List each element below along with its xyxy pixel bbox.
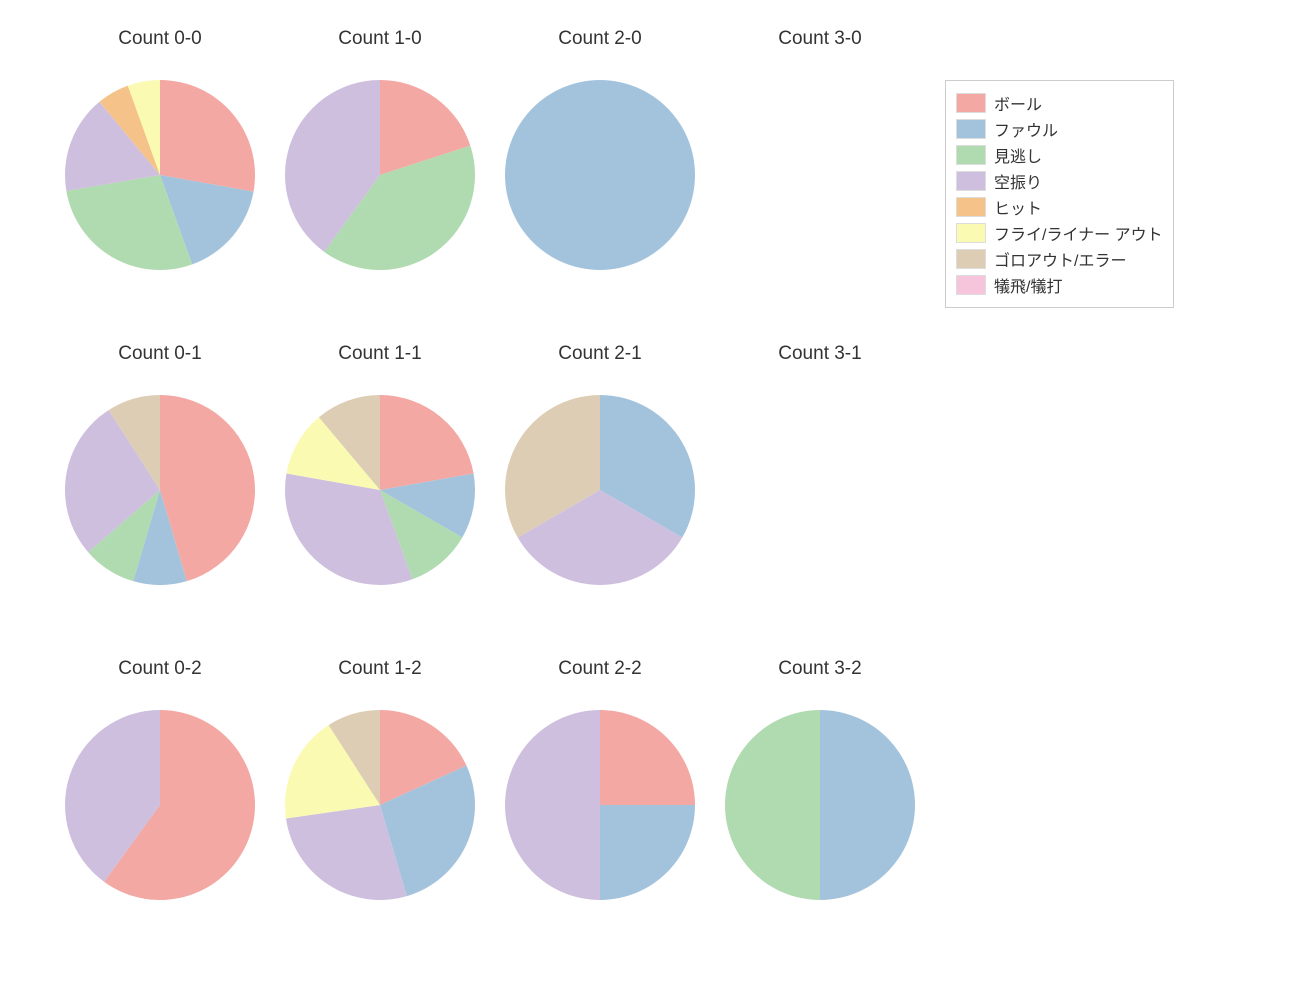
legend-swatch <box>956 275 986 295</box>
legend-item: 犠飛/犠打 <box>956 273 1163 297</box>
legend-item: 見逃し <box>956 143 1163 167</box>
legend-item: 空振り <box>956 169 1163 193</box>
legend-item: ヒット <box>956 195 1163 219</box>
pie-chart <box>500 705 700 905</box>
pie-chart <box>280 75 480 275</box>
pie-chart <box>280 390 480 590</box>
chart-title: Count 3-0 <box>720 28 920 50</box>
legend-label: ボール <box>994 91 1042 115</box>
pie-chart <box>500 75 700 275</box>
legend-label: 見逃し <box>994 143 1042 167</box>
legend-label: ゴロアウト/エラー <box>994 247 1126 271</box>
legend-label: フライ/ライナー アウト <box>994 221 1163 245</box>
legend-item: ボール <box>956 91 1163 115</box>
chart-title: Count 0-1 <box>60 343 260 365</box>
chart-title: Count 2-0 <box>500 28 700 50</box>
legend-swatch <box>956 119 986 139</box>
pie-slice <box>380 395 474 490</box>
pie-slice <box>505 80 695 270</box>
pie-chart <box>60 390 260 590</box>
chart-title: Count 3-1 <box>720 343 920 365</box>
legend-label: ファウル <box>994 117 1058 141</box>
legend-swatch <box>956 223 986 243</box>
legend-swatch <box>956 171 986 191</box>
pie-chart <box>60 705 260 905</box>
chart-title: Count 2-2 <box>500 658 700 680</box>
legend-swatch <box>956 197 986 217</box>
pie-chart <box>500 390 700 590</box>
chart-title: Count 0-0 <box>60 28 260 50</box>
chart-title: Count 3-2 <box>720 658 920 680</box>
pie-chart <box>280 705 480 905</box>
legend-swatch <box>956 249 986 269</box>
chart-title: Count 2-1 <box>500 343 700 365</box>
chart-title: Count 1-2 <box>280 658 480 680</box>
legend: ボールファウル見逃し空振りヒットフライ/ライナー アウトゴロアウト/エラー犠飛/… <box>945 80 1174 308</box>
chart-grid: Count 0-027.816.727.816.7Count 1-020.040… <box>0 0 1300 1000</box>
pie-slice <box>505 710 600 900</box>
pie-slice <box>820 710 915 900</box>
chart-title: Count 1-0 <box>280 28 480 50</box>
pie-chart <box>60 75 260 275</box>
legend-swatch <box>956 93 986 113</box>
pie-slice <box>600 710 695 805</box>
legend-label: 空振り <box>994 169 1042 193</box>
legend-swatch <box>956 145 986 165</box>
pie-slice <box>725 710 820 900</box>
legend-item: ファウル <box>956 117 1163 141</box>
legend-label: ヒット <box>994 195 1042 219</box>
pie-slice <box>600 805 695 900</box>
pie-chart <box>720 705 920 905</box>
legend-item: フライ/ライナー アウト <box>956 221 1163 245</box>
legend-label: 犠飛/犠打 <box>994 273 1062 297</box>
chart-title: Count 0-2 <box>60 658 260 680</box>
legend-item: ゴロアウト/エラー <box>956 247 1163 271</box>
pie-slice <box>160 80 255 192</box>
chart-title: Count 1-1 <box>280 343 480 365</box>
